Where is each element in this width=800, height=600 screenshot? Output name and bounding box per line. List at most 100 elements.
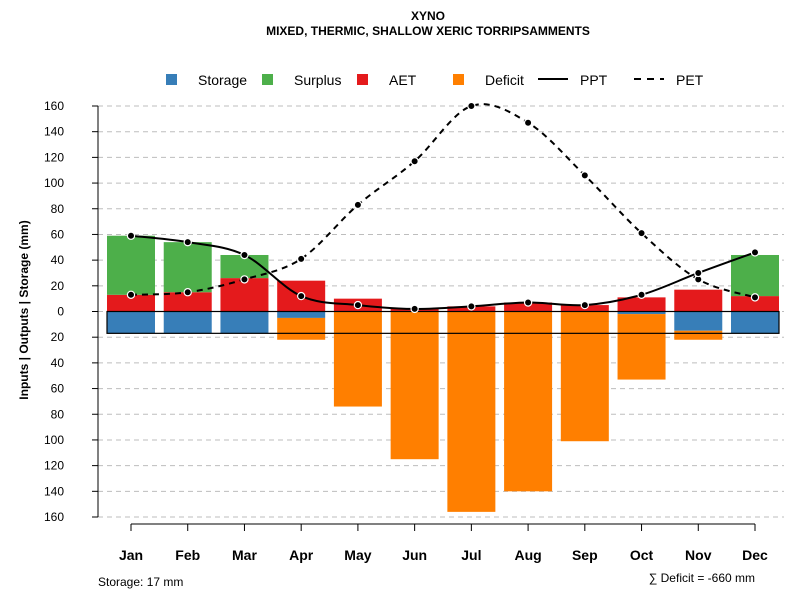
point-ppt-jan [126, 231, 136, 240]
y-tick-label: 60 [51, 227, 65, 241]
bar-deficit-sep [560, 311, 609, 442]
chart-title: XYNO [411, 9, 445, 23]
legend-label-storage: Storage [198, 72, 247, 88]
legend-swatch-aet [357, 74, 368, 85]
point-pet-jul [467, 101, 476, 111]
point-pet-oct [637, 228, 646, 238]
y-tick-label: 120 [44, 150, 64, 164]
point-ppt-dec [750, 248, 760, 257]
x-tick-label-jan: Jan [119, 547, 143, 563]
bar-storage-nov [674, 311, 723, 331]
bar-deficit-aug [504, 311, 553, 492]
bar-surplus-jan [107, 235, 155, 295]
x-tick-label-feb: Feb [175, 547, 200, 563]
y-tick-label: 80 [51, 202, 65, 216]
point-ppt-nov [694, 268, 703, 278]
bar-deficit-oct [617, 314, 666, 380]
bar-storage-oct [617, 311, 666, 315]
deficit-footnote: ∑ Deficit = -660 mm [649, 571, 755, 585]
bar-storage-feb [163, 311, 212, 334]
point-ppt-aug [523, 298, 533, 307]
lines-layer [126, 101, 760, 314]
x-tick-label-dec: Dec [742, 547, 768, 563]
y-tick-label: 20 [51, 279, 65, 293]
chart-subtitle: MIXED, THERMIC, SHALLOW XERIC TORRIPSAMM… [266, 24, 590, 38]
storage-footnote: Storage: 17 mm [98, 575, 183, 589]
x-tick-label-aug: Aug [514, 547, 541, 563]
y-tick-label: 120 [44, 459, 64, 473]
point-ppt-feb [183, 237, 192, 247]
legend-label-pet: PET [676, 72, 704, 88]
point-pet-jun [410, 157, 419, 166]
y-tick-label: 40 [51, 253, 65, 267]
bar-deficit-jul [447, 311, 496, 512]
x-tick-label-may: May [344, 547, 371, 563]
storage-capacity-box [106, 310, 780, 334]
bar-aet-dec [731, 296, 779, 312]
bar-deficit-may [333, 311, 382, 407]
bar-aet-oct [617, 297, 666, 312]
y-tick-label: 100 [44, 433, 64, 447]
bar-deficit-apr [277, 317, 326, 340]
point-pet-feb [183, 288, 192, 297]
x-tick-label-sep: Sep [572, 547, 598, 563]
legend: Storage Surplus AET Deficit PPT PET [166, 72, 704, 88]
point-ppt-apr [296, 291, 306, 301]
y-tick-label: 140 [44, 484, 64, 498]
y-tick-label: 60 [51, 382, 65, 396]
point-pet-jan [126, 290, 136, 300]
bar-surplus-mar [220, 254, 269, 279]
legend-label-surplus: Surplus [294, 72, 341, 88]
bar-deficit-nov [674, 330, 723, 340]
axes: 160 140 120 100 80 60 40 20 0 20 40 60 80 100 120 140 16… [44, 99, 768, 563]
x-tick-label-nov: Nov [685, 547, 712, 563]
x-tick-label-mar: Mar [232, 547, 257, 563]
legend-swatch-storage [166, 74, 177, 85]
y-tick-label: 0 [57, 305, 64, 319]
y-tick-label: 140 [44, 125, 64, 139]
bar-surplus-feb [163, 242, 212, 293]
point-ppt-sep [580, 300, 590, 310]
point-pet-mar [240, 275, 249, 284]
gridlines [98, 105, 784, 518]
point-ppt-mar [240, 250, 249, 260]
point-ppt-oct [637, 290, 646, 300]
y-tick-label: 20 [51, 330, 65, 344]
y-tick-label: 40 [51, 356, 65, 370]
bar-storage-dec [731, 311, 779, 334]
legend-swatch-surplus [262, 74, 273, 85]
point-pet-apr [296, 254, 306, 264]
point-pet-dec [750, 293, 760, 302]
y-tick-label: 80 [51, 407, 65, 421]
bar-storage-apr [277, 311, 326, 318]
bars-layer [106, 235, 780, 512]
bar-storage-mar [220, 311, 269, 334]
bar-surplus-dec [731, 254, 779, 297]
x-tick-label-jul: Jul [461, 547, 481, 563]
legend-label-aet: AET [389, 72, 417, 88]
bar-deficit-jun [390, 311, 439, 460]
point-pet-sep [580, 171, 590, 180]
bar-aet-nov [674, 289, 723, 312]
legend-label-ppt: PPT [580, 72, 608, 88]
point-ppt-may [353, 300, 363, 310]
x-tick-label-oct: Oct [630, 547, 654, 563]
bar-storage-jan [107, 311, 155, 334]
point-pet-may [353, 200, 363, 210]
y-tick-label: 160 [44, 99, 64, 113]
bar-aet-jan [107, 294, 155, 312]
bar-aet-feb [163, 292, 212, 312]
bar-aet-mar [220, 278, 269, 312]
x-tick-label-apr: Apr [289, 547, 314, 563]
y-tick-label: 100 [44, 176, 64, 190]
point-pet-aug [523, 118, 533, 127]
legend-swatch-deficit [453, 74, 464, 85]
x-tick-label-jun: Jun [402, 547, 427, 563]
point-ppt-jul [467, 302, 476, 311]
y-tick-label: 160 [44, 510, 64, 524]
y-axis-label: Inputs | Outputs | Storage (mm) [17, 220, 31, 399]
bar-aet-aug [504, 302, 553, 312]
legend-label-deficit: Deficit [485, 72, 524, 88]
point-ppt-jun [410, 304, 419, 314]
